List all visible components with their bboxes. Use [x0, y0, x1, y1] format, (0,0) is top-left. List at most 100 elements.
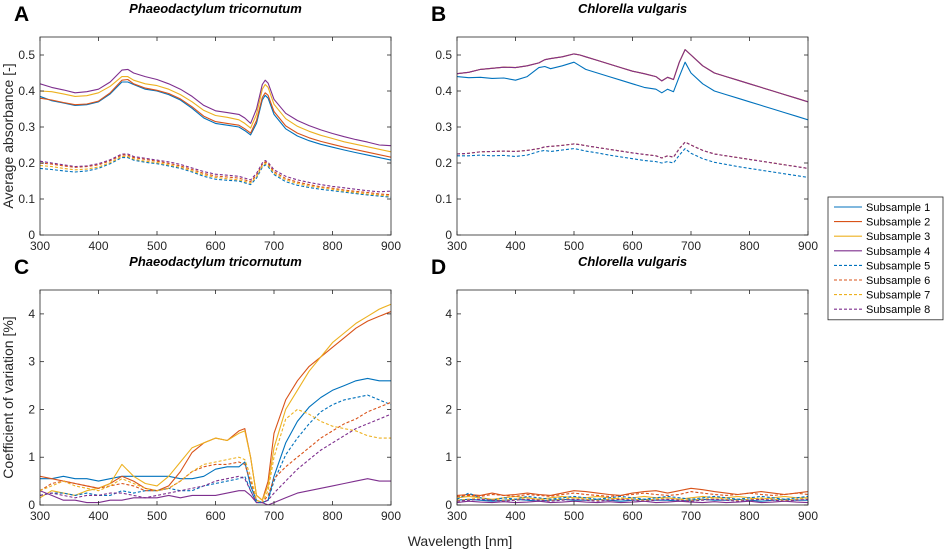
y-tick-label: 2	[28, 402, 35, 416]
legend-entry: Subsample 5	[866, 260, 930, 272]
y-tick-label: 0.5	[435, 48, 452, 62]
series-line-A-6	[40, 154, 391, 196]
y-tick-label: 3	[445, 355, 452, 369]
legend-entry: Subsample 1	[866, 202, 930, 214]
y-tick-label: 0.3	[435, 120, 452, 134]
x-tick-label: 500	[147, 239, 167, 253]
series-line-A-5	[40, 157, 391, 198]
axes-box	[456, 36, 809, 236]
panel-A: 300 400 500 600 700 800 900 0 0.1 0.2 0.3 0.4 0.5 Pha…	[0, 1, 401, 253]
panel-letter: C	[14, 256, 29, 279]
y-tick-label: 0	[28, 228, 35, 242]
x-axis-label: Wavelength [nm]	[408, 533, 513, 549]
series-line-B-8	[457, 141, 808, 169]
series-line-B-4	[457, 49, 808, 103]
series-line-A-4	[40, 68, 391, 147]
series-line-D-6	[457, 491, 808, 497]
series-line-C-2	[40, 310, 391, 501]
legend: Subsample 1 Subsample 2 Subsample 3 Subsamp…	[827, 196, 944, 321]
series-line-C-7	[40, 408, 391, 504]
series-line-C-8	[40, 413, 391, 504]
y-tick-label: 1	[28, 450, 35, 464]
series-line-C-3	[40, 303, 391, 501]
y-tick-label: 0.5	[18, 48, 35, 62]
legend-entry: Subsample 2	[866, 217, 930, 229]
y-axis-label: Average absorbance [-]	[0, 63, 16, 208]
series-line-C-1	[40, 377, 391, 504]
panel-D: 300 400 500 600 700 800 900 0 1 2 3 4 Chlorella vulg…	[431, 254, 818, 523]
x-tick-label: 600	[205, 509, 225, 523]
panel-C: 300 400 500 600 700 800 900 0 1 2 3 4 Phaeodactylum …	[0, 254, 401, 523]
y-tick-label: 0.1	[18, 192, 35, 206]
x-tick-label: 400	[505, 509, 525, 523]
x-tick-label: 800	[322, 509, 342, 523]
legend-entry: Subsample 4	[866, 246, 930, 258]
series-line-D-8	[457, 498, 808, 502]
y-tick-label: 0	[445, 228, 452, 242]
series-line-C-6	[40, 401, 391, 504]
series-line-A-8	[40, 153, 391, 193]
series-line-D-7	[457, 497, 808, 501]
y-tick-label: 0.2	[435, 156, 452, 170]
y-tick-label: 0	[28, 498, 35, 512]
panel-title: Chlorella vulgaris	[578, 1, 687, 16]
x-tick-label: 600	[622, 509, 642, 523]
series-line-D-5	[457, 492, 808, 501]
x-tick-label: 300	[30, 509, 50, 523]
legend-entry: Subsample 8	[866, 304, 930, 316]
series-line-B-1	[457, 61, 808, 121]
x-tick-label: 300	[447, 509, 467, 523]
series-line-C-4	[40, 478, 391, 505]
y-tick-label: 4	[28, 307, 35, 321]
legend-entry: Subsample 7	[866, 290, 930, 302]
series-line-A-1	[40, 81, 391, 161]
panel-B: 300 400 500 600 700 800 900 0 0.1 0.2 0.3 0.4 0.5 Chl…	[431, 1, 818, 253]
y-axis-label: Coefficient of variation [%]	[0, 316, 16, 478]
x-tick-label: 600	[622, 239, 642, 253]
series-line-A-3	[40, 76, 391, 153]
series-line-A-2	[40, 78, 391, 158]
x-tick-label: 400	[88, 509, 108, 523]
series-line-B-6	[457, 141, 808, 169]
y-tick-label: 4	[445, 307, 452, 321]
x-tick-label: 700	[264, 239, 284, 253]
panel-letter: B	[431, 3, 446, 26]
series-line-B-5	[457, 148, 808, 178]
x-tick-label: 900	[381, 239, 401, 253]
series-line-B-2	[457, 49, 808, 103]
y-tick-label: 0.1	[435, 192, 452, 206]
x-tick-label: 500	[147, 509, 167, 523]
panel-letter: D	[431, 256, 446, 279]
x-tick-label: 900	[381, 509, 401, 523]
x-tick-label: 800	[739, 239, 759, 253]
x-tick-label: 800	[322, 239, 342, 253]
legend-box	[827, 196, 944, 321]
y-tick-label: 1	[445, 450, 452, 464]
x-tick-label: 400	[88, 239, 108, 253]
panel-title: Phaeodactylum tricornutum	[129, 1, 302, 16]
y-tick-label: 2	[445, 402, 452, 416]
y-tick-label: 3	[28, 355, 35, 369]
y-tick-label: 0.3	[18, 120, 35, 134]
series-line-B-7	[457, 141, 808, 169]
axes-box	[456, 289, 809, 506]
panel-letter: A	[14, 3, 29, 26]
panel-title: Phaeodactylum tricornutum	[129, 254, 302, 269]
x-tick-label: 800	[739, 509, 759, 523]
x-tick-label: 700	[681, 509, 701, 523]
series-line-A-7	[40, 155, 391, 197]
y-tick-label: 0	[445, 498, 452, 512]
axes-box	[39, 289, 392, 506]
panel-title: Chlorella vulgaris	[578, 254, 687, 269]
x-tick-label: 700	[264, 509, 284, 523]
legend-entry: Subsample 3	[866, 231, 930, 243]
y-tick-label: 0.4	[435, 84, 452, 98]
x-tick-label: 900	[798, 509, 818, 523]
x-tick-label: 500	[564, 509, 584, 523]
x-tick-label: 500	[564, 239, 584, 253]
series-line-B-3	[457, 49, 808, 103]
series-line-C-5	[40, 394, 391, 504]
x-tick-label: 600	[205, 239, 225, 253]
x-tick-label: 300	[30, 239, 50, 253]
